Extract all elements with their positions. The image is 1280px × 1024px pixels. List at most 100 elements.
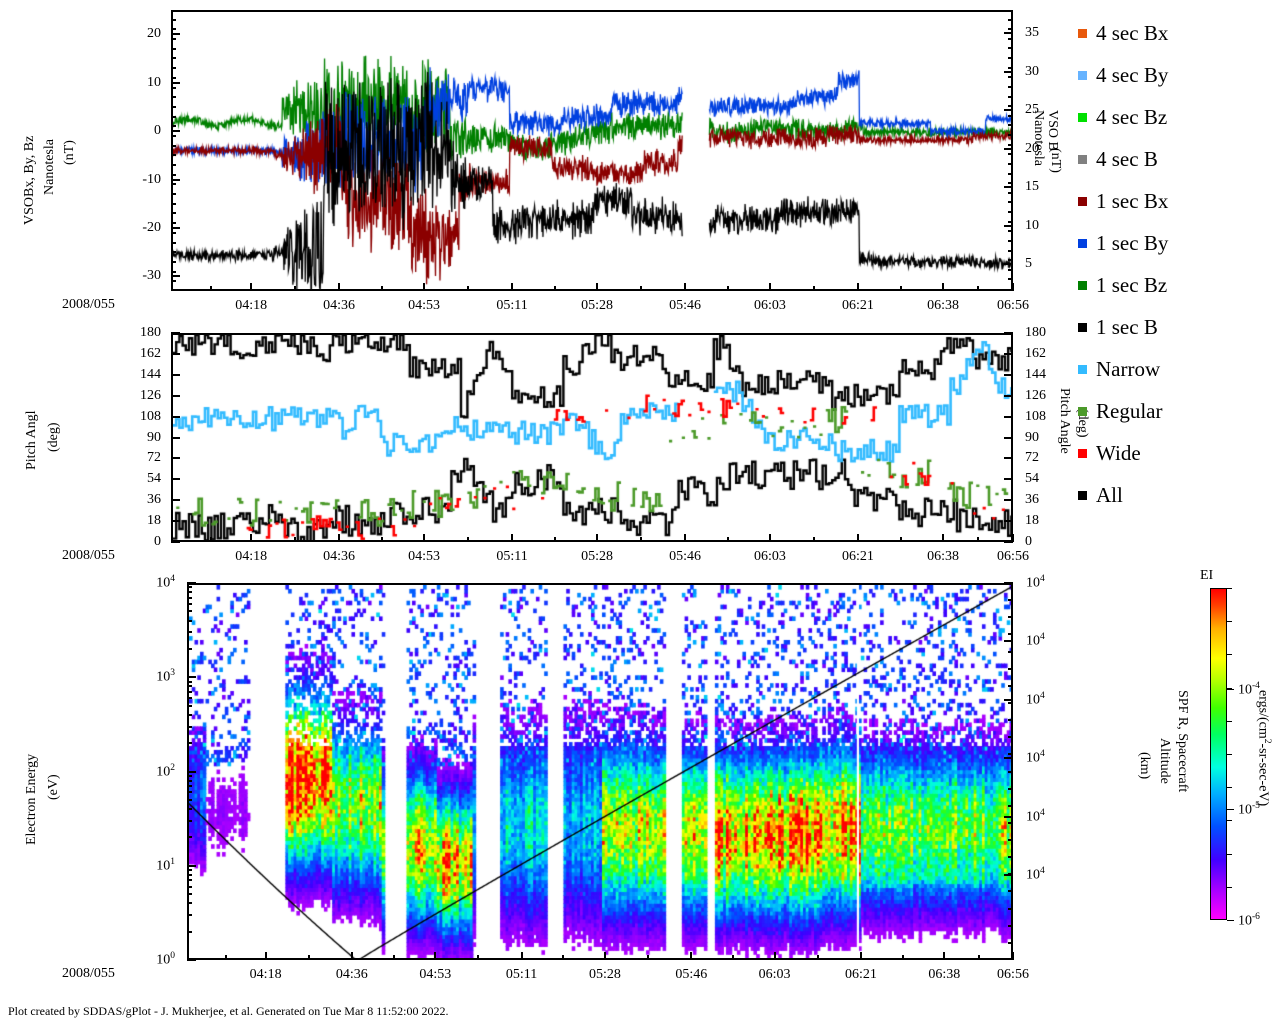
y-tick-minor-right <box>1008 124 1013 127</box>
y-tick-minor-left <box>187 779 192 782</box>
y-tick-major-left <box>171 394 180 397</box>
y-tick-major-left <box>171 352 180 355</box>
y-tick-major-left <box>171 520 180 523</box>
colorbar-unit-label: ergs/(cm2-sr-sec-eV) <box>1255 690 1272 807</box>
y-tick-minor-right <box>1008 259 1013 262</box>
y-tick-minor-left <box>187 873 192 876</box>
y-tick-major-right <box>1004 70 1013 73</box>
magnetic-field-plot-canvas <box>173 12 1011 289</box>
y-tick-minor-left <box>171 38 176 41</box>
x-tick-major <box>250 283 253 291</box>
y-tick-minor-left <box>171 251 176 254</box>
x-tick-minor <box>977 537 979 542</box>
y-tick-label-right: 162 <box>1025 345 1046 361</box>
x-tick-major <box>768 283 771 291</box>
y-tick-label-right: 104 <box>1026 807 1045 825</box>
colorbar <box>1210 588 1227 920</box>
y-tick-label-left: 162 <box>140 345 161 361</box>
y-tick-major-left <box>171 415 180 418</box>
y-tick-label-left: 102 <box>156 762 175 780</box>
y-tick-label-right: 25 <box>1025 102 1039 118</box>
y-tick-minor-right <box>1008 18 1013 21</box>
y-tick-minor-left <box>187 591 192 594</box>
x-tick-major <box>434 952 437 960</box>
y-tick-minor-left <box>187 914 192 917</box>
legend-item: Regular <box>1078 390 1268 432</box>
y-tick-major-right <box>1004 457 1013 460</box>
y-axis-label-right: Pitch Angle <box>1057 388 1072 454</box>
x-tick-minor <box>812 537 815 542</box>
x-tick-minor <box>553 286 556 291</box>
colorbar-tick-minor <box>1227 886 1232 888</box>
legend-item: 4 sec B <box>1078 138 1268 180</box>
y-tick-major-right <box>1004 499 1013 502</box>
y-tick-minor-left <box>187 742 192 745</box>
x-tick-minor <box>294 286 297 291</box>
y-tick-major-right <box>1004 478 1013 481</box>
y-tick-minor-left <box>187 791 192 794</box>
y-tick-minor-right <box>1008 268 1013 271</box>
x-tick-minor <box>294 537 297 542</box>
y-tick-minor-right <box>1008 47 1013 50</box>
y-tick-minor-left <box>187 586 192 589</box>
y-tick-minor-right <box>1008 153 1013 156</box>
y-tick-label-left: 108 <box>140 408 161 424</box>
x-tick-label: 05:46 <box>669 298 701 313</box>
y-tick-label-left: 0 <box>154 534 161 549</box>
colorbar-tick-label: 10-4 <box>1238 681 1260 698</box>
x-tick-major <box>859 952 862 960</box>
legend-item: 4 sec Bz <box>1078 96 1268 138</box>
legend-label: 4 sec Bz <box>1096 104 1168 129</box>
y-tick-major-left <box>171 178 180 181</box>
y-tick-label-left: 72 <box>147 450 161 466</box>
y-tick-major-right <box>1004 698 1013 701</box>
y-tick-minor-right <box>1008 804 1013 807</box>
y-tick-minor-left <box>171 212 176 215</box>
y-axis-unit-right: Altitude <box>1157 738 1172 784</box>
x-tick-minor <box>307 955 310 960</box>
y-tick-minor-left <box>187 893 192 896</box>
y-tick-minor-right <box>1008 941 1013 944</box>
y-tick-label-left: 126 <box>140 387 161 403</box>
x-tick-minor <box>816 955 819 960</box>
y-tick-minor-left <box>171 183 176 186</box>
x-tick-major <box>596 283 599 291</box>
y-tick-major-left <box>171 275 180 278</box>
colorbar-tick-minor <box>1227 920 1232 921</box>
y-tick-label-left: 101 <box>156 856 175 874</box>
y-tick-minor-left <box>187 725 192 728</box>
x-tick-minor <box>210 537 213 542</box>
y-tick-minor-left <box>187 808 192 810</box>
y-tick-minor-left <box>187 774 192 777</box>
y-axis-label-left: Pitch Angl <box>24 410 39 470</box>
colorbar-tick-minor <box>1227 787 1232 789</box>
legend-label: Regular <box>1096 398 1163 423</box>
y-tick-minor-left <box>187 869 192 872</box>
x-tick-major <box>684 283 687 291</box>
x-tick-label: 05:11 <box>496 549 528 564</box>
y-tick-minor-left <box>171 144 176 147</box>
x-tick-label: 05:28 <box>581 549 613 564</box>
colorbar-gradient <box>1210 588 1227 920</box>
y-tick-minor-right <box>1008 701 1013 704</box>
y-tick-minor-right <box>1008 105 1013 108</box>
y-tick-minor-right <box>1008 753 1013 756</box>
x-tick-label: 06:38 <box>928 967 961 982</box>
x-tick-label: 05:11 <box>505 967 538 982</box>
x-tick-major <box>1012 534 1014 542</box>
y-tick-minor-left <box>187 631 192 634</box>
y-tick-minor-left <box>171 18 176 21</box>
y-tick-minor-left <box>187 713 192 716</box>
x-tick-major <box>1012 283 1014 291</box>
colorbar-tick-minor <box>1227 720 1232 722</box>
y-tick-label-left: 90 <box>147 429 161 445</box>
legend-swatch-1-sec-b <box>1078 322 1087 332</box>
colorbar-tick-minor <box>1227 621 1232 623</box>
y-tick-minor-left <box>187 619 192 622</box>
y-tick-minor-left <box>187 685 192 688</box>
legend-item: 1 sec Bz <box>1078 264 1268 306</box>
y-tick-minor-left <box>187 647 192 650</box>
y-tick-minor-left <box>171 28 176 31</box>
y-tick-minor-right <box>1008 736 1013 739</box>
x-tick-major <box>250 534 253 542</box>
